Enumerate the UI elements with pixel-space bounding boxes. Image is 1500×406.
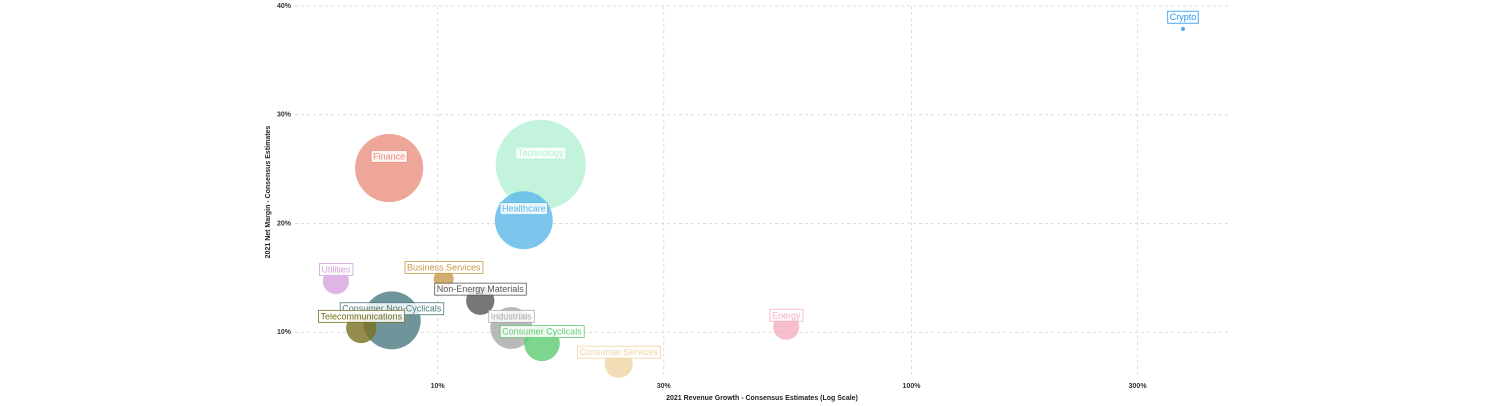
label-box <box>577 345 661 359</box>
label-box <box>1167 10 1199 24</box>
bubble-label: Consumer Services <box>577 345 661 359</box>
label-text: Consumer Cyclicals <box>502 327 582 337</box>
label-box <box>769 308 804 322</box>
x-axis-title: 2021 Revenue Growth - Consensus Estimate… <box>666 395 858 402</box>
label-text: Finance <box>373 151 405 161</box>
label-text: Industrials <box>491 311 533 321</box>
label-box <box>499 202 548 216</box>
bubble-label: Finance <box>370 150 408 163</box>
bubble-label: Technology <box>515 146 567 160</box>
bubble <box>494 191 553 250</box>
y-tick-label: 10% <box>277 329 292 336</box>
y-tick-label: 40% <box>277 3 292 10</box>
x-tick-label: 30% <box>657 383 672 390</box>
label-box <box>318 309 405 323</box>
bubble-label: Consumer Cyclicals <box>499 325 585 338</box>
label-text: Non-Energy Materials <box>437 284 525 294</box>
label-text: Technology <box>518 148 564 158</box>
bubble-label: Telecommunications <box>318 309 405 323</box>
grid <box>295 5 1230 378</box>
label-text: Telecommunications <box>321 311 403 321</box>
label-box <box>499 325 585 338</box>
label-text: Utilities <box>321 265 351 275</box>
label-box <box>488 309 535 323</box>
bubble-label: Business Services <box>404 260 484 274</box>
bubble-label: Energy <box>769 308 804 322</box>
label-text: Healthcare <box>502 204 546 214</box>
bubble-label: Crypto <box>1167 10 1199 24</box>
label-box <box>515 146 567 160</box>
bubble <box>495 119 586 210</box>
bubble-label: Healthcare <box>499 202 548 216</box>
bubble <box>355 134 424 203</box>
label-text: Consumer Services <box>579 347 658 357</box>
y-axis-title: 2021 Net Margin - Consensus Estimates <box>265 126 272 259</box>
label-box <box>404 260 484 274</box>
label-box <box>434 282 527 296</box>
y-tick-label: 30% <box>277 112 292 119</box>
label-text: Business Services <box>407 262 481 272</box>
bubble <box>1180 26 1185 31</box>
bubble-label: Utilities <box>319 263 354 276</box>
label-text: Crypto <box>1170 12 1197 22</box>
x-tick-label: 300% <box>1129 383 1148 390</box>
label-box <box>370 150 408 163</box>
bubble-label: Industrials <box>488 309 535 323</box>
label-text: Consumer Non-Cyclicals <box>342 304 442 314</box>
label-text: Energy <box>772 310 801 320</box>
bubble-label: Non-Energy Materials <box>434 282 527 296</box>
x-tick-label: 10% <box>431 383 446 390</box>
x-tick-label: 100% <box>903 383 922 390</box>
y-tick-label: 20% <box>277 220 292 227</box>
label-box <box>319 263 354 276</box>
